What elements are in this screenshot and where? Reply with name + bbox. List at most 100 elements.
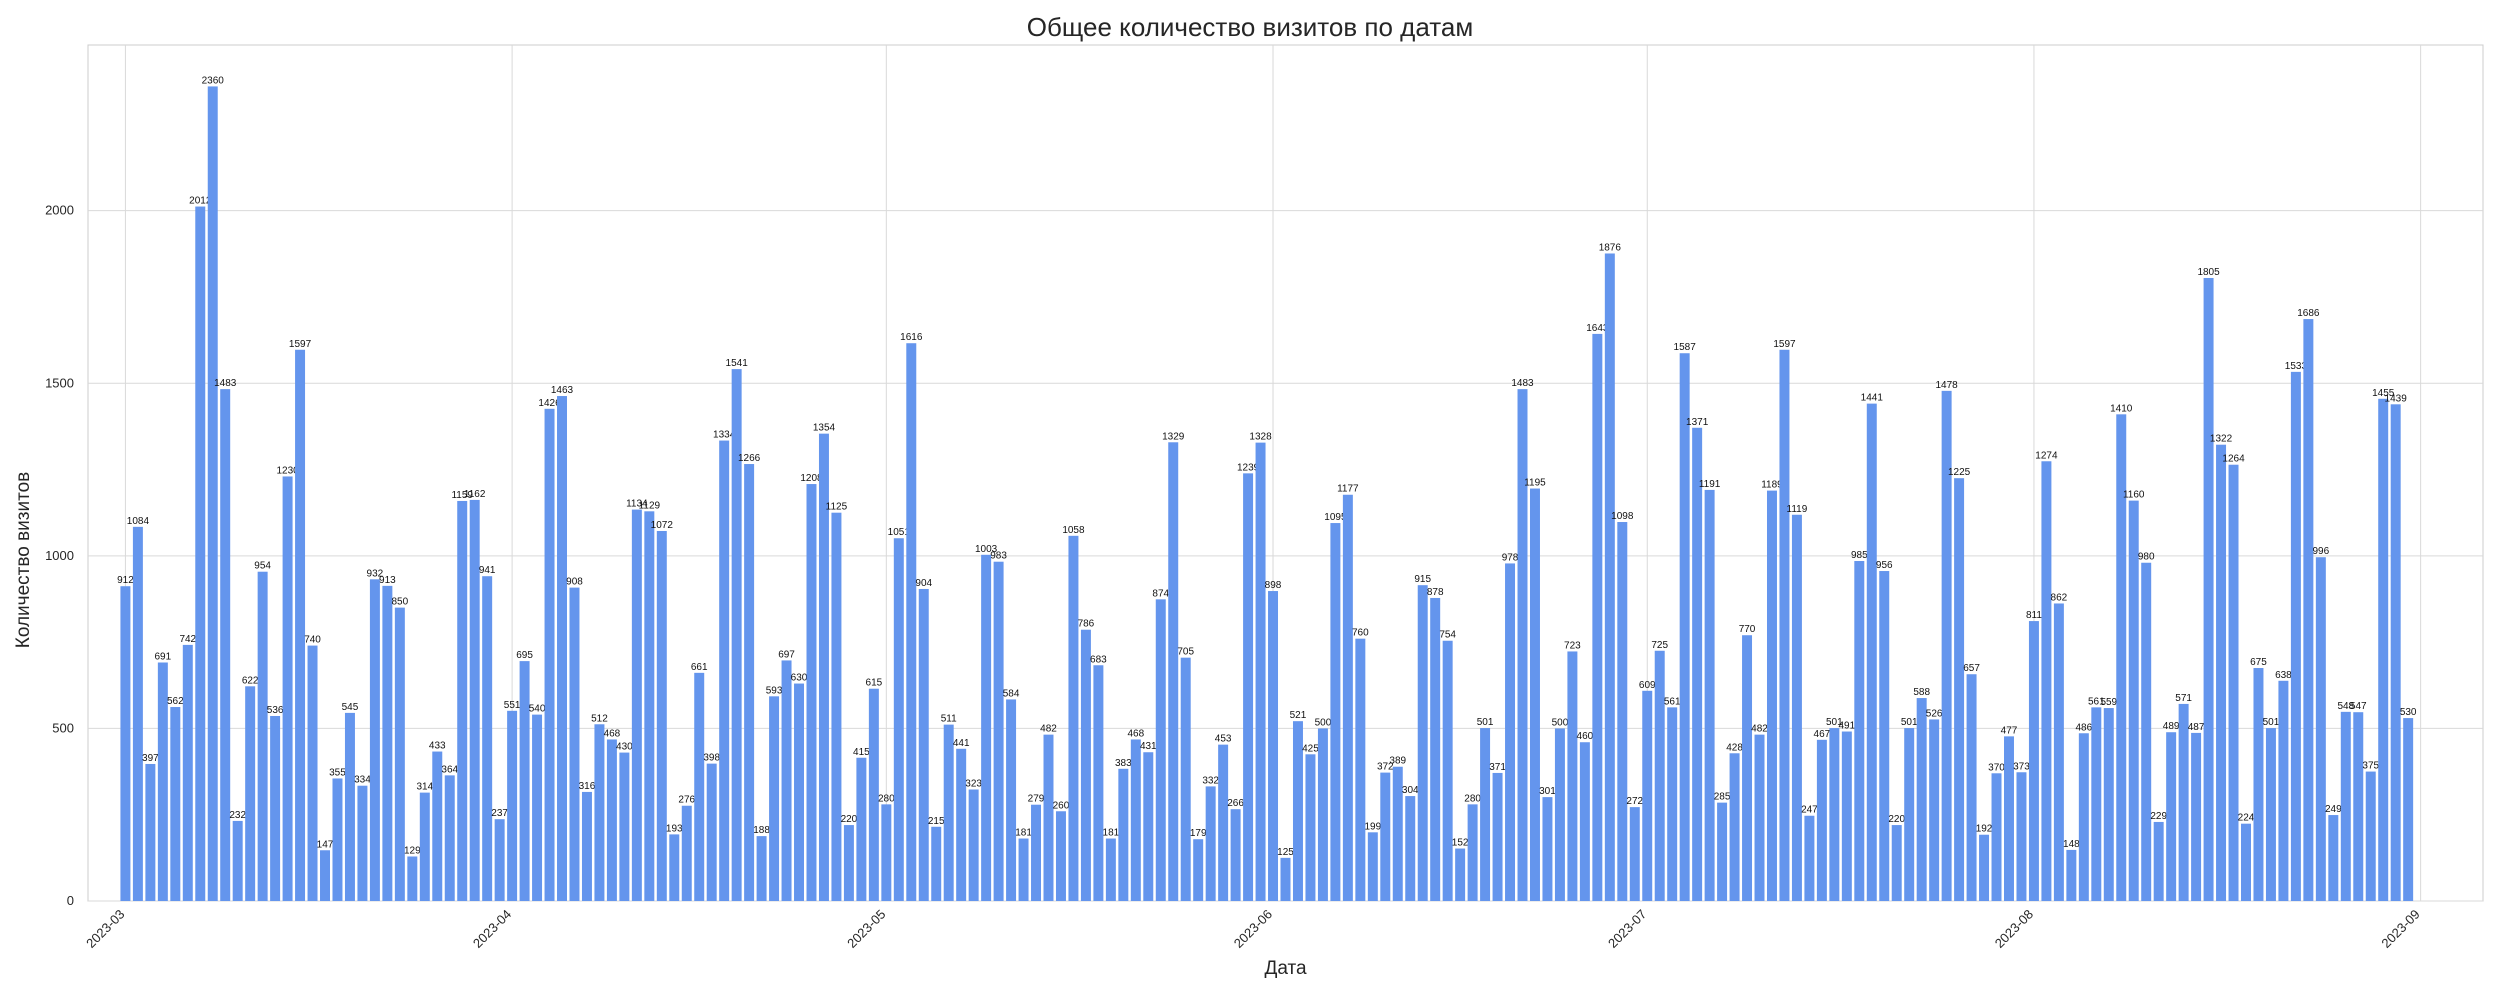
bar-value-label: 364 — [441, 764, 458, 775]
bar-value-label: 1191 — [1699, 479, 1721, 490]
bar — [1218, 744, 1229, 901]
bar — [2053, 603, 2064, 901]
bar — [1891, 825, 1902, 901]
bar-value-label: 285 — [1714, 792, 1731, 803]
bar-value-label: 1463 — [551, 385, 574, 396]
bar — [2365, 771, 2376, 901]
bar — [1417, 585, 1428, 901]
bar — [170, 707, 181, 901]
bar — [806, 484, 817, 901]
bar-value-label: 489 — [2163, 721, 2180, 732]
bar-value-label: 247 — [1801, 805, 1818, 816]
bar — [644, 511, 655, 901]
bar — [744, 464, 755, 901]
bar — [1517, 389, 1528, 901]
bar — [1742, 635, 1753, 901]
bar-value-label: 862 — [2051, 592, 2068, 603]
bar — [507, 710, 518, 901]
x-tick-label: 2023-09 — [2378, 907, 2422, 951]
bar — [2178, 703, 2189, 901]
bar-value-label: 547 — [2350, 701, 2367, 712]
bar-value-label: 370 — [1988, 762, 2005, 773]
bar-value-label: 754 — [1439, 630, 1456, 641]
chart-title: Общее количество визитов по датам — [1026, 12, 1474, 42]
bar-value-label: 371 — [1489, 762, 1506, 773]
bar — [993, 561, 1004, 901]
bar-value-label: 683 — [1090, 654, 1107, 665]
bar — [1205, 786, 1216, 901]
bar-value-label: 1410 — [2110, 403, 2133, 414]
bar — [2241, 823, 2251, 901]
bar — [1243, 473, 1254, 901]
bar — [2278, 680, 2289, 901]
bar-value-label: 874 — [1152, 588, 1169, 599]
bar — [1791, 514, 1802, 901]
bar-value-label: 181 — [1015, 828, 1032, 839]
bar — [906, 343, 917, 901]
bar — [1180, 657, 1191, 901]
bar-value-label: 1643 — [1586, 323, 1609, 334]
bar — [1829, 728, 1840, 901]
bar-value-label: 526 — [1926, 708, 1943, 719]
bar — [1692, 427, 1703, 901]
bar — [469, 499, 480, 901]
bar — [2028, 621, 2039, 901]
bar — [606, 739, 617, 901]
bar-value-label: 441 — [953, 738, 970, 749]
bar — [1729, 753, 1740, 901]
bar — [195, 206, 206, 902]
bar — [1704, 489, 1715, 901]
bar — [1193, 839, 1204, 901]
bar-value-label: 430 — [616, 742, 633, 753]
bar-value-label: 179 — [1190, 828, 1207, 839]
bar — [2353, 712, 2364, 901]
x-tick-label: 2023-07 — [1605, 907, 1649, 951]
bar — [1979, 834, 1990, 901]
bar — [968, 789, 979, 901]
bar-value-label: 1208 — [800, 473, 823, 484]
bar — [581, 791, 592, 901]
bar — [1816, 739, 1827, 901]
bar — [931, 826, 942, 901]
bar — [432, 751, 443, 901]
bar-value-label: 500 — [1552, 717, 1569, 728]
bar-value-label: 941 — [479, 565, 496, 576]
bar — [2390, 404, 2401, 901]
bar — [2191, 732, 2202, 901]
bar-value-label: 912 — [117, 575, 134, 586]
bar-value-label: 760 — [1352, 628, 1369, 639]
bar — [1567, 651, 1578, 901]
bar — [1280, 857, 1291, 901]
bar-value-label: 551 — [504, 700, 521, 711]
bar — [132, 526, 143, 901]
bar — [1916, 698, 1927, 901]
bar-value-label: 1264 — [2222, 454, 2245, 465]
bar-value-label: 237 — [491, 808, 508, 819]
bar — [1954, 478, 1965, 901]
bar-value-label: 279 — [1028, 794, 1045, 805]
bar-value-label: 125 — [1277, 847, 1294, 858]
bar-value-label: 705 — [1177, 647, 1194, 658]
bar — [2328, 815, 2339, 901]
bar — [893, 538, 904, 901]
bar-value-label: 1095 — [1324, 512, 1347, 523]
bar — [1143, 752, 1154, 901]
bar-value-label: 983 — [990, 551, 1007, 562]
bar — [357, 785, 368, 901]
bar — [918, 588, 929, 901]
bar-value-label: 932 — [367, 568, 384, 579]
bar — [1717, 802, 1728, 901]
bar-value-label: 272 — [1626, 796, 1643, 807]
bar — [2216, 444, 2227, 901]
bar-value-label: 372 — [1377, 762, 1394, 773]
bar — [1292, 721, 1303, 901]
bar-value-label: 260 — [1053, 800, 1070, 811]
bar — [1405, 796, 1416, 901]
bar-value-label: 878 — [1427, 587, 1444, 598]
bar-value-label: 978 — [1502, 552, 1519, 563]
bar-value-label: 540 — [529, 704, 546, 715]
bar — [457, 500, 468, 901]
bar — [981, 554, 992, 901]
bar — [2128, 500, 2139, 901]
bar-value-label: 188 — [753, 825, 770, 836]
